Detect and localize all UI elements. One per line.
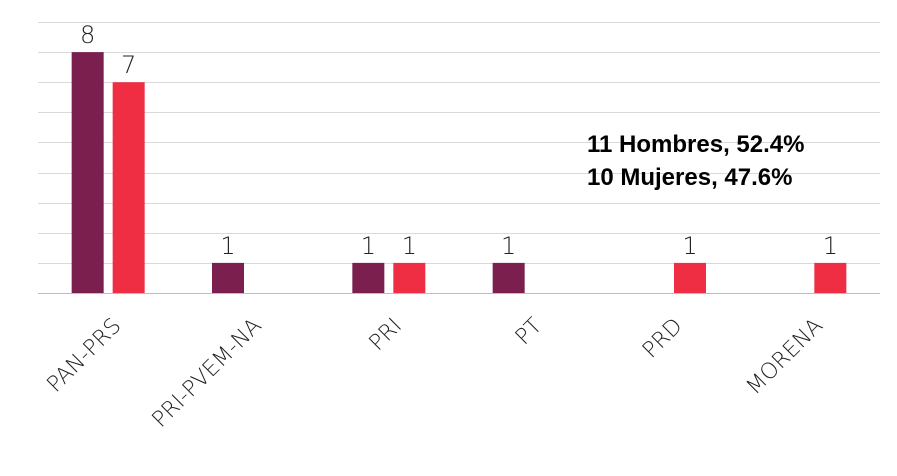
x-tick-label: PRD bbox=[638, 314, 688, 364]
data-label: 7 bbox=[121, 51, 136, 79]
bar-pan-prs-series-2 bbox=[112, 82, 145, 293]
data-label: 1 bbox=[361, 232, 376, 260]
bar-prd-series-2 bbox=[674, 262, 706, 293]
x-tick-label: PAN-PRS bbox=[42, 314, 126, 398]
annotation-line-men: 11 Hombres, 52.4% bbox=[587, 131, 805, 158]
data-label: 1 bbox=[501, 232, 516, 260]
bar-morena-series-2 bbox=[814, 262, 847, 293]
gridlines bbox=[38, 22, 880, 294]
x-tick-label: PRI-PVEM-NA bbox=[148, 314, 267, 433]
x-tick-label: PRI bbox=[365, 314, 407, 356]
bar-pri-series-2 bbox=[393, 262, 426, 293]
x-tick-label: PT bbox=[511, 314, 548, 351]
data-label: 1 bbox=[823, 232, 838, 260]
bar-pan-prs-series-1 bbox=[71, 52, 104, 293]
bars bbox=[71, 52, 847, 293]
data-labels: 871 1 1 1 1 1 bbox=[80, 21, 838, 260]
x-axis-tick-labels: PAN-PRS PRI-PVEM-NA PRI PT PRD MORENA bbox=[42, 314, 828, 433]
x-tick-label: MORENA bbox=[742, 314, 828, 400]
bar-pri-pvem-na-series-1 bbox=[212, 262, 244, 293]
data-label: 1 bbox=[402, 232, 417, 260]
data-label: 1 bbox=[682, 232, 697, 260]
data-label: 1 bbox=[220, 232, 235, 260]
bar-pri-series-1 bbox=[352, 262, 385, 293]
bar-pt-series-1 bbox=[492, 262, 525, 293]
data-label: 8 bbox=[80, 21, 95, 49]
gender-summary-annotation: 11 Hombres, 52.4% 10 Mujeres, 47.6% bbox=[587, 128, 804, 194]
annotation-line-women: 10 Mujeres, 47.6% bbox=[587, 164, 793, 191]
